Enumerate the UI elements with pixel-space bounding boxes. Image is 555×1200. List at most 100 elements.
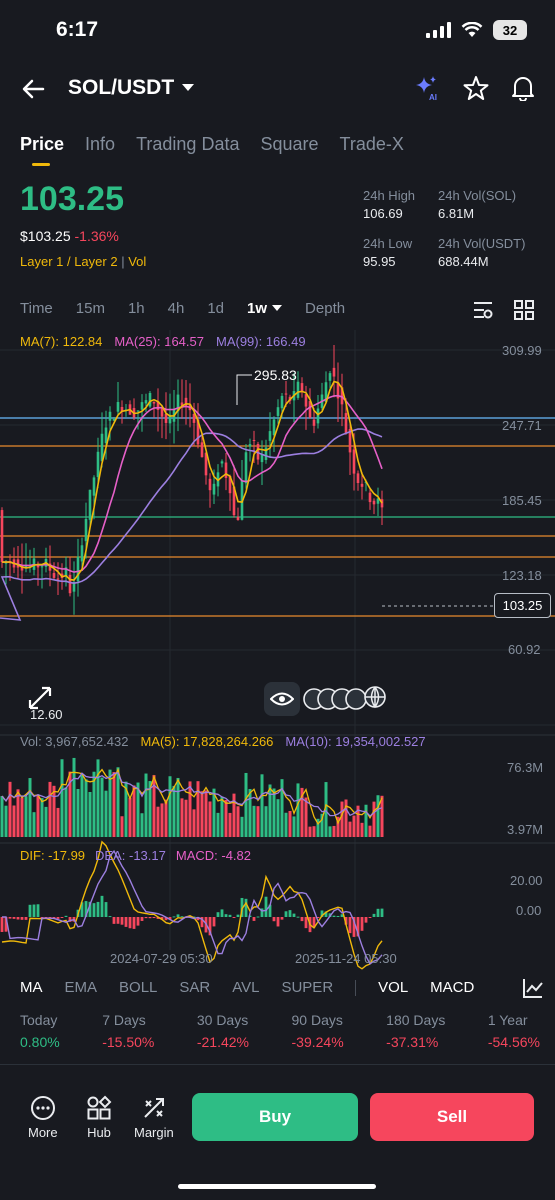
toggle-visibility-button[interactable]: [264, 682, 300, 716]
stat-vol-usdt-label: 24h Vol(USDT): [438, 236, 526, 251]
margin-label: Margin: [134, 1125, 174, 1140]
indicator-macd[interactable]: MACD: [430, 979, 475, 996]
macd-bar: [160, 917, 164, 920]
indicator-bar: MA EMA BOLL SAR AVL SUPER VOL MACD: [20, 979, 545, 996]
interval-1h[interactable]: 1h: [127, 300, 145, 317]
pair-selector[interactable]: SOL/USDT: [68, 76, 195, 100]
bell-icon[interactable]: [511, 75, 535, 101]
interval-1w[interactable]: 1w: [247, 300, 283, 317]
candle-body: [368, 492, 372, 503]
tag-layer[interactable]: Layer 1 / Layer 2: [20, 254, 118, 269]
volume-bar: [120, 816, 124, 837]
macd-bar: [356, 917, 360, 937]
stat-vol-sol-label: 24h Vol(SOL): [438, 188, 517, 203]
indicator-avl[interactable]: AVL: [232, 979, 260, 996]
price-chart[interactable]: [0, 330, 555, 970]
interval-depth[interactable]: Depth: [305, 300, 346, 317]
volume-bar: [248, 788, 252, 837]
indicator-vol[interactable]: VOL: [378, 979, 409, 996]
macd-bar: [16, 917, 20, 920]
interval-15m[interactable]: 15m: [75, 300, 105, 317]
candle-body: [136, 410, 140, 412]
volume-bar: [84, 779, 88, 837]
svg-text:AI: AI: [429, 93, 437, 102]
macd-bar: [348, 917, 352, 934]
perf-30d: 30 Days -21.42%: [197, 1012, 249, 1050]
macd-axis-label: 20.00: [510, 873, 543, 888]
volume-bar: [244, 772, 248, 837]
candle-body: [220, 461, 224, 464]
candle-body: [308, 401, 312, 418]
candle-body: [380, 499, 384, 508]
perf-label: 1 Year: [487, 1012, 528, 1028]
margin-button[interactable]: Margin: [134, 1095, 174, 1140]
tab-price[interactable]: Price: [20, 134, 65, 166]
macd-bar: [292, 913, 296, 917]
globe-icon[interactable]: [302, 682, 392, 716]
main-tabs: Price Info Trading Data Square Trade-X: [20, 134, 404, 166]
interval-4h[interactable]: 4h: [167, 300, 185, 317]
volume-bar: [228, 812, 232, 837]
indicator-ma[interactable]: MA: [20, 979, 43, 996]
candle-body: [24, 565, 28, 568]
macd-bar: [140, 917, 144, 921]
back-arrow-icon[interactable]: [18, 74, 50, 104]
candle-body: [76, 556, 80, 582]
candle-body: [236, 516, 240, 521]
header-actions: AI: [413, 74, 535, 102]
sell-button[interactable]: Sell: [370, 1093, 534, 1141]
ma-legend: MA(7): 122.84 MA(25): 164.57 MA(99): 166…: [20, 334, 306, 349]
indicator-boll[interactable]: BOLL: [119, 979, 158, 996]
star-icon[interactable]: [463, 75, 489, 101]
volume-bar: [256, 806, 260, 837]
candle-body: [68, 574, 72, 594]
ai-sparkle-icon[interactable]: AI: [413, 74, 441, 102]
tab-trade-x[interactable]: Trade-X: [339, 134, 404, 154]
interval-bar: Time 15m 1h 4h 1d 1w Depth: [20, 300, 345, 317]
indicator-sar[interactable]: SAR: [179, 979, 211, 996]
volume-bar: [284, 812, 288, 837]
volume-bar: [36, 794, 40, 837]
macd-bar: [56, 917, 60, 919]
price-axis-label: 185.45: [502, 493, 542, 508]
grid-layout-icon[interactable]: [513, 299, 535, 321]
hub-button[interactable]: Hub: [86, 1095, 112, 1140]
interval-1d[interactable]: 1d: [207, 300, 225, 317]
expand-icon[interactable]: [26, 684, 54, 712]
indicator-super[interactable]: SUPER: [281, 979, 334, 996]
volume-bar: [380, 795, 384, 837]
last-price-tag: 103.25: [494, 593, 551, 618]
tag-vol[interactable]: Vol: [128, 254, 147, 269]
more-button[interactable]: More: [28, 1095, 58, 1140]
volume-bar: [196, 781, 200, 837]
indicator-ema[interactable]: EMA: [64, 979, 98, 996]
candle-body: [260, 454, 264, 463]
buy-button[interactable]: Buy: [192, 1093, 358, 1141]
candle-body: [304, 394, 308, 407]
tab-square[interactable]: Square: [260, 134, 319, 154]
candle-body: [144, 400, 148, 404]
macd-bar: [284, 911, 288, 917]
candles: [0, 345, 384, 615]
macd-bar: [344, 917, 348, 925]
interval-time[interactable]: Time: [20, 300, 53, 317]
volume-bar: [300, 787, 304, 837]
candle-body: [328, 373, 332, 381]
candle-body: [0, 510, 4, 563]
macd-bar: [244, 898, 248, 917]
chart-settings-icon[interactable]: [472, 299, 494, 321]
time-axis-label: 2025-11-24 05:30: [295, 951, 397, 966]
macd-bar: [164, 917, 168, 921]
ma7-value: MA(7): 122.84: [20, 334, 103, 349]
macd-bar: [180, 916, 184, 918]
volume-bar: [324, 782, 328, 837]
tab-trading-data[interactable]: Trading Data: [136, 134, 240, 154]
tab-info[interactable]: Info: [85, 134, 116, 154]
volume-bar: [40, 798, 44, 837]
candle-body: [196, 419, 200, 445]
volume-ma5-value: MA(5): 17,828,264.266: [140, 734, 274, 749]
indicator-chart-icon[interactable]: [522, 977, 544, 999]
macd-bar: [340, 914, 344, 917]
macd-bar: [208, 917, 212, 936]
hub-label: Hub: [87, 1125, 111, 1140]
